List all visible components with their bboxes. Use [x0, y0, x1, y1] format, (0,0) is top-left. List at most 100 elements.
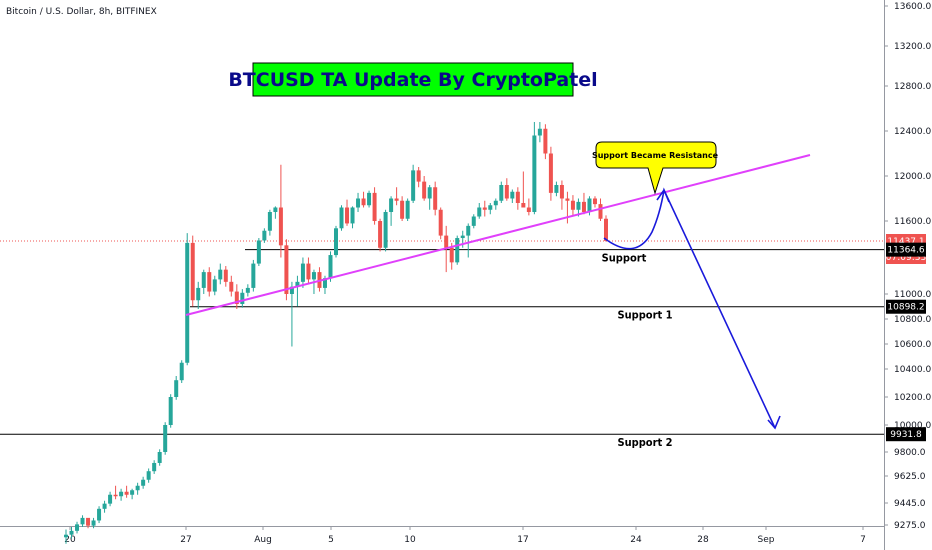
candle-body: [80, 517, 85, 525]
y-axis-ticks[interactable]: 13600.0 13200.0 12800.0 12400.0 12000.0 11600…: [884, 2, 931, 531]
candle-body: [537, 128, 542, 136]
y-tick-label: 11600.0: [894, 217, 931, 227]
candle-body: [471, 216, 476, 226]
candle-body: [300, 263, 305, 282]
candle-body: [378, 221, 383, 248]
candle-body: [69, 530, 74, 535]
support-tag-bg: [886, 299, 926, 314]
support-lines: Support Support 1 Support 2: [0, 249, 884, 449]
candle-body: [488, 205, 493, 210]
y-tick-label: 13200.0: [894, 42, 931, 52]
candle-body: [207, 272, 212, 292]
x-tick-label: 28: [697, 535, 709, 545]
candle-body: [592, 198, 597, 205]
candle-body: [460, 235, 465, 239]
y-tick-label: 10200.0: [894, 393, 931, 403]
candle-body: [124, 491, 129, 495]
candle-body: [598, 204, 603, 219]
support-tag: 11364.6: [887, 246, 924, 256]
candle-body: [449, 247, 454, 263]
candle-body: [174, 380, 179, 397]
candle-body: [75, 524, 80, 531]
support-label: Support 1: [617, 309, 672, 322]
chart-title: BTCUSD TA Update By CryptoPatel: [228, 69, 597, 91]
candle-body: [510, 191, 515, 199]
candle-body: [108, 494, 113, 504]
candle-body: [411, 170, 416, 201]
candle-body: [201, 272, 206, 288]
projection-path[interactable]: [603, 187, 776, 429]
candle-body: [433, 187, 438, 210]
support-tag-bg: [886, 242, 926, 257]
candle-body: [570, 200, 575, 210]
candle-body: [576, 201, 581, 210]
candle-body: [482, 207, 487, 210]
candle-body: [245, 287, 250, 293]
ascending-trendline[interactable]: [185, 154, 811, 316]
candle-body: [322, 278, 327, 288]
x-tick-label: 27: [180, 535, 191, 545]
candle-body: [179, 362, 184, 381]
candle-body: [427, 187, 432, 199]
candle-body: [278, 207, 283, 246]
candle-body: [284, 245, 289, 294]
y-tick-label: 9275.0: [894, 521, 926, 531]
candle-body: [229, 281, 234, 292]
candle-body: [267, 212, 272, 231]
candle-body: [146, 471, 151, 480]
candle-body: [328, 255, 333, 279]
y-tick-label: 10600.0: [894, 340, 931, 350]
candle-body: [565, 198, 570, 201]
candle-body: [526, 207, 531, 212]
candle-body: [141, 479, 146, 486]
y-tick-label: 9445.0: [894, 499, 926, 509]
candle-body: [383, 212, 388, 248]
candle-body: [135, 485, 140, 491]
candle-body: [455, 238, 460, 263]
candle-body: [152, 462, 157, 472]
candle-body: [64, 534, 68, 538]
y-tick-label: 10800.0: [894, 315, 931, 325]
candle-body: [251, 263, 256, 288]
candle-body: [130, 490, 135, 495]
candle-body: [97, 508, 102, 521]
y-tick-label: 10400.0: [894, 365, 931, 375]
candle-body: [493, 200, 498, 206]
candle-body: [438, 209, 443, 236]
candle-body: [157, 452, 162, 463]
candle-body: [587, 198, 592, 212]
projection-arrowhead-up: [656, 188, 670, 203]
candle-body: [345, 207, 350, 224]
x-tick-label: 20: [64, 535, 76, 545]
candle-body: [223, 269, 228, 282]
candle-body: [86, 517, 91, 526]
projection-arrowhead-down: [767, 415, 781, 430]
y-tick-label: 12400.0: [894, 127, 931, 137]
candle-body: [356, 198, 361, 208]
callout-bubble[interactable]: [595, 141, 717, 195]
candle-body: [559, 185, 564, 199]
candle-body: [262, 230, 267, 241]
x-tick-label: Sep: [758, 535, 775, 545]
candle-body: [394, 198, 399, 201]
time-tag: 07:09:33: [886, 253, 926, 263]
candle-body: [350, 207, 355, 224]
candle-body: [311, 272, 316, 280]
candle-body: [234, 291, 239, 304]
x-tick-label: 10: [404, 535, 416, 545]
candle-body: [168, 397, 173, 425]
candle-body: [218, 269, 223, 280]
y-tick-label: 10000.0: [894, 421, 931, 431]
candle-body: [361, 198, 366, 206]
candle-body: [334, 228, 338, 256]
candle-body: [499, 185, 504, 201]
title-box[interactable]: [252, 62, 574, 97]
candle-body: [532, 135, 537, 212]
candlestick-series: [64, 122, 608, 544]
candle-body: [190, 242, 195, 301]
candle-body: [543, 128, 548, 154]
candle-body: [466, 225, 471, 236]
candle-body: [196, 287, 201, 301]
